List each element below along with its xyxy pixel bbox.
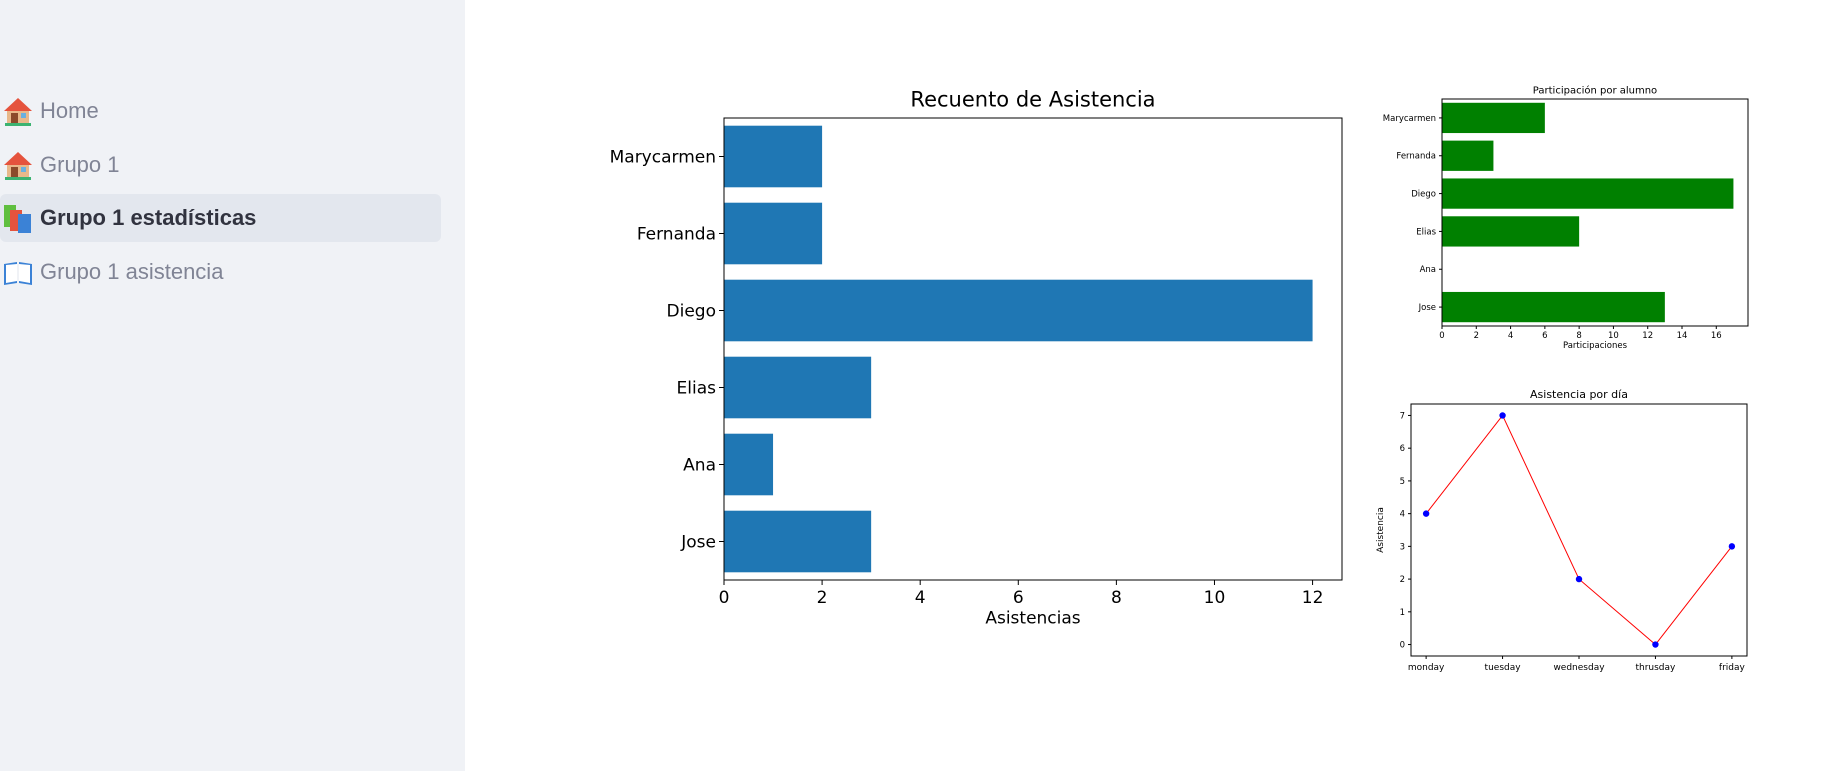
participation-ytick-label: Diego	[1411, 190, 1436, 200]
participation-ytick-label: Fernanda	[1396, 152, 1436, 162]
participation-xtick-label: 8	[1576, 331, 1581, 341]
house-icon	[4, 98, 32, 126]
participation-frame	[1441, 98, 1749, 327]
sidebar-item-grupo-1-estadisticas[interactable]: Grupo 1 estadísticas	[0, 194, 441, 242]
participation-ytick-label: Elias	[1416, 227, 1436, 237]
attendance-count-xtick-label: 0	[719, 588, 730, 608]
participation-xtick-label: 6	[1542, 331, 1547, 341]
participation-xtick-label: 10	[1608, 331, 1619, 341]
attendance-by-day-ytick-label: 2	[1400, 575, 1405, 585]
sidebar-item-label: Grupo 1 estadísticas	[40, 205, 257, 230]
attendance-count-xtick-label: 4	[915, 588, 926, 608]
participation-bar	[1442, 178, 1734, 209]
attendance-count-bar	[724, 433, 774, 496]
attendance-count-xtick-label: 10	[1204, 588, 1226, 608]
attendance-by-day-point	[1499, 412, 1506, 419]
participation-chart-svg: Participación por alumno Marycarmen Fernan…	[1383, 85, 1749, 351]
attendance-by-day-xtick-label: thrusday	[1635, 663, 1676, 673]
sidebar-item-label: Home	[40, 98, 99, 123]
attendance-count-frame	[723, 117, 1343, 581]
attendance-by-day-point	[1728, 543, 1736, 550]
participation-xtick-label: 0	[1439, 331, 1444, 341]
attendance-by-day-xtick-label: friday	[1719, 663, 1746, 673]
attendance-count-ytick-label: Diego	[667, 301, 716, 321]
attendance-count-bar	[724, 125, 823, 188]
attendance-count-bar	[724, 510, 872, 573]
attendance-count-ytick-label: Fernanda	[637, 224, 716, 244]
participation-bar	[1442, 291, 1665, 323]
attendance-by-day-chart: Asistencia por día 0 1 2 3 4 5 6 7 monday tuesday w…	[1365, 380, 1750, 684]
sidebar-item-label: Grupo 1	[40, 152, 120, 177]
attendance-by-day-title: Asistencia por día	[1530, 388, 1628, 401]
house-icon	[4, 152, 32, 180]
attendance-by-day-point	[1422, 510, 1430, 517]
participation-ytick-label: Jose	[1418, 303, 1436, 313]
attendance-count-bar	[724, 279, 1313, 342]
attendance-by-day-ytick-label: 6	[1400, 444, 1405, 454]
sidebar-item-label: Grupo 1 asistencia	[40, 259, 224, 284]
attendance-by-day-ytick-label: 1	[1400, 608, 1405, 618]
sidebar: Home Grupo 1 Grupo 1 estadísticas Grupo …	[0, 0, 465, 771]
open-book-icon	[4, 262, 32, 285]
attendance-by-day-chart-svg: Asistencia por día 0 1 2 3 4 5 6 7 monday tuesday w…	[1376, 388, 1748, 673]
participation-xtick-label: 12	[1642, 331, 1653, 341]
attendance-by-day-ytick-label: 4	[1400, 510, 1405, 520]
participation-bar	[1442, 140, 1494, 171]
participation-xtick-label: 4	[1508, 331, 1513, 341]
participation-bar	[1442, 102, 1545, 134]
participation-chart: Participación por alumno Marycarmen Fernan…	[1365, 80, 1750, 364]
attendance-count-xlabel: Asistencias	[985, 608, 1080, 628]
participation-xtick-label: 16	[1711, 331, 1722, 341]
attendance-count-bar	[724, 202, 823, 265]
sidebar-item-grupo-1[interactable]: Grupo 1	[0, 141, 441, 189]
attendance-count-bar	[724, 356, 872, 419]
books-icon	[4, 205, 31, 233]
attendance-count-xtick-label: 8	[1111, 588, 1122, 608]
sidebar-item-home[interactable]: Home	[0, 87, 441, 135]
attendance-count-ytick-label: Jose	[680, 532, 716, 552]
attendance-by-day-xtick-label: wednesday	[1553, 663, 1605, 673]
attendance-count-xtick-label: 12	[1302, 588, 1324, 608]
attendance-by-day-point	[1652, 641, 1659, 648]
participation-ytick-label: Ana	[1420, 265, 1436, 275]
attendance-count-ytick-label: Marycarmen	[610, 147, 716, 167]
attendance-by-day-ytick-label: 5	[1400, 477, 1405, 487]
attendance-count-ytick-label: Elias	[677, 378, 717, 398]
participation-bar	[1442, 216, 1580, 247]
attendance-by-day-ytick-label: 0	[1400, 641, 1405, 651]
attendance-by-day-xtick-label: tuesday	[1485, 663, 1522, 673]
attendance-count-chart: Recuento de Asistencia Marycarmen Fernanda…	[590, 80, 1350, 644]
sidebar-item-grupo-1-asistencia[interactable]: Grupo 1 asistencia	[0, 248, 441, 296]
participation-xtick-label: 14	[1677, 331, 1688, 341]
attendance-by-day-xtick-label: monday	[1408, 663, 1445, 673]
attendance-count-chart-svg: Recuento de Asistencia Marycarmen Fernanda…	[610, 87, 1343, 628]
attendance-by-day-ytick-label: 7	[1400, 411, 1405, 421]
attendance-by-day-series-line	[1425, 414, 1733, 646]
attendance-count-ytick-label: Ana	[683, 455, 716, 475]
attendance-by-day-ylabel: Asistencia	[1376, 507, 1386, 553]
attendance-count-title: Recuento de Asistencia	[910, 87, 1155, 111]
attendance-by-day-frame	[1410, 403, 1748, 657]
participation-title: Participación por alumno	[1533, 85, 1657, 97]
attendance-by-day-point	[1575, 575, 1583, 583]
attendance-count-xtick-label: 6	[1013, 588, 1024, 608]
participation-ytick-label: Marycarmen	[1383, 114, 1436, 124]
attendance-by-day-ytick-label: 3	[1400, 542, 1405, 552]
participation-xtick-label: 2	[1474, 331, 1479, 341]
participation-xlabel: Participaciones	[1563, 341, 1628, 351]
attendance-count-xtick-label: 2	[817, 588, 828, 608]
